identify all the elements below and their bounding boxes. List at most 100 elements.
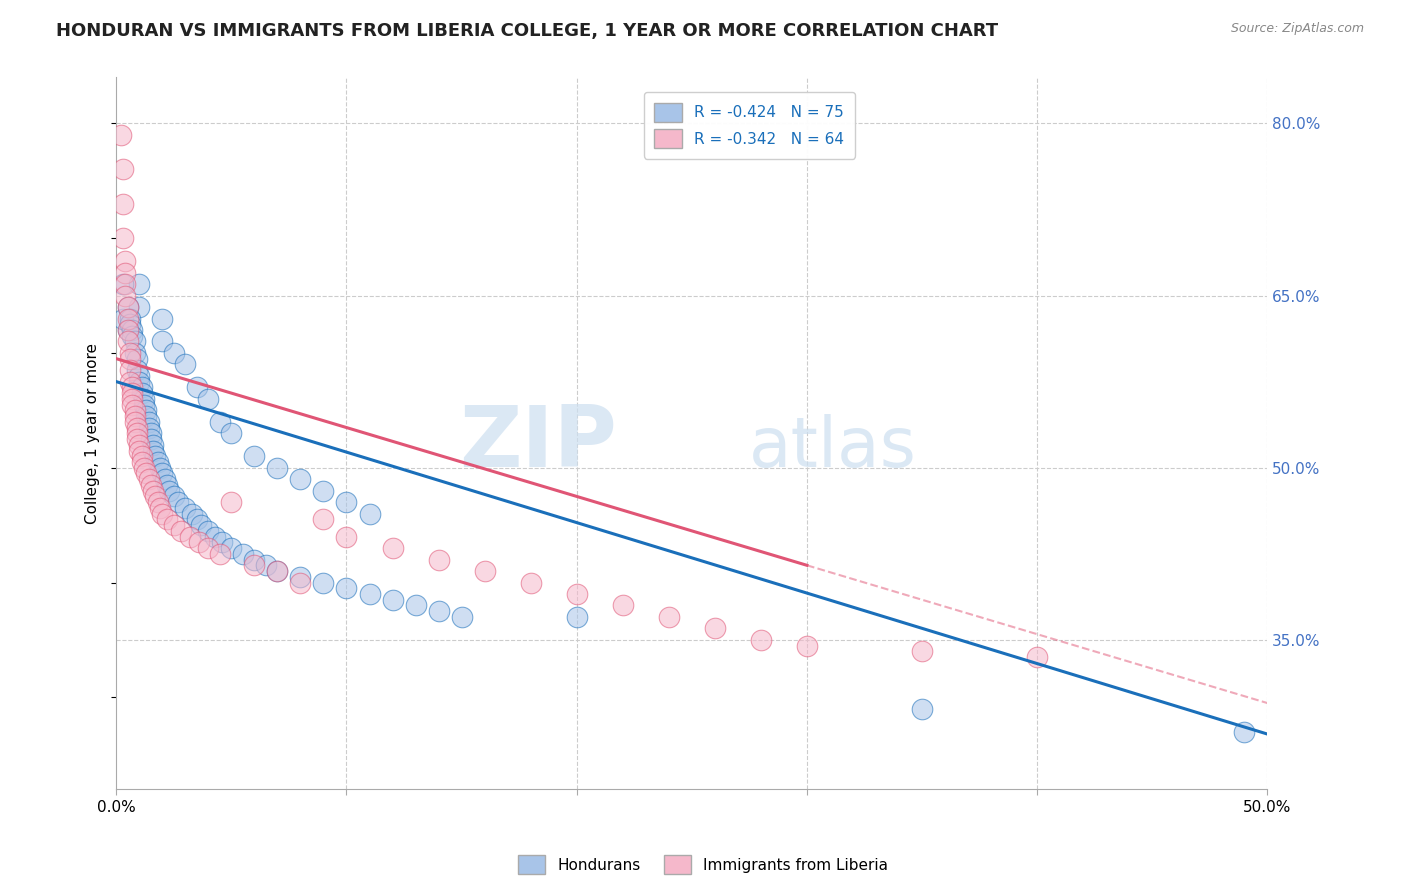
Point bbox=[221, 541, 243, 555]
Point bbox=[121, 392, 143, 406]
Point bbox=[128, 375, 150, 389]
Point bbox=[156, 478, 179, 492]
Point bbox=[150, 311, 173, 326]
Point bbox=[221, 426, 243, 441]
Point bbox=[335, 495, 357, 509]
Point bbox=[139, 426, 162, 441]
Point bbox=[266, 460, 288, 475]
Point bbox=[124, 346, 146, 360]
Point bbox=[312, 483, 335, 498]
Point bbox=[135, 403, 157, 417]
Point bbox=[911, 644, 934, 658]
Point bbox=[112, 277, 135, 291]
Point bbox=[290, 575, 312, 590]
Point bbox=[266, 564, 288, 578]
Point bbox=[117, 300, 139, 314]
Point bbox=[181, 507, 204, 521]
Point bbox=[208, 547, 231, 561]
Point bbox=[120, 346, 142, 360]
Point bbox=[211, 535, 233, 549]
Point bbox=[128, 443, 150, 458]
Point bbox=[138, 420, 160, 434]
Point bbox=[749, 632, 772, 647]
Point bbox=[290, 472, 312, 486]
Point bbox=[232, 547, 254, 561]
Point bbox=[174, 500, 197, 515]
Point bbox=[117, 300, 139, 314]
Point bbox=[120, 363, 142, 377]
Point bbox=[132, 398, 155, 412]
Point bbox=[1233, 724, 1256, 739]
Point bbox=[125, 432, 148, 446]
Point bbox=[132, 460, 155, 475]
Point bbox=[121, 323, 143, 337]
Point bbox=[150, 334, 173, 349]
Point bbox=[565, 587, 588, 601]
Point bbox=[312, 575, 335, 590]
Point bbox=[405, 599, 427, 613]
Point bbox=[312, 512, 335, 526]
Y-axis label: College, 1 year or more: College, 1 year or more bbox=[86, 343, 100, 524]
Point bbox=[117, 323, 139, 337]
Legend: R = -0.424   N = 75, R = -0.342   N = 64: R = -0.424 N = 75, R = -0.342 N = 64 bbox=[644, 92, 855, 159]
Point bbox=[128, 438, 150, 452]
Point bbox=[146, 455, 169, 469]
Point bbox=[135, 467, 157, 481]
Point bbox=[145, 490, 167, 504]
Point bbox=[703, 622, 725, 636]
Point bbox=[121, 398, 143, 412]
Point bbox=[658, 610, 681, 624]
Point bbox=[138, 472, 160, 486]
Point bbox=[474, 564, 496, 578]
Point bbox=[125, 351, 148, 366]
Point bbox=[114, 266, 136, 280]
Point bbox=[125, 420, 148, 434]
Point bbox=[450, 610, 472, 624]
Text: ZIP: ZIP bbox=[460, 402, 617, 485]
Point bbox=[128, 300, 150, 314]
Legend: Hondurans, Immigrants from Liberia: Hondurans, Immigrants from Liberia bbox=[512, 849, 894, 880]
Point bbox=[150, 507, 173, 521]
Point bbox=[142, 483, 165, 498]
Point bbox=[911, 702, 934, 716]
Text: HONDURAN VS IMMIGRANTS FROM LIBERIA COLLEGE, 1 YEAR OR MORE CORRELATION CHART: HONDURAN VS IMMIGRANTS FROM LIBERIA COLL… bbox=[56, 22, 998, 40]
Point bbox=[190, 518, 212, 533]
Point bbox=[1026, 650, 1049, 665]
Point bbox=[124, 403, 146, 417]
Point bbox=[157, 483, 180, 498]
Point bbox=[197, 541, 219, 555]
Point bbox=[243, 558, 266, 573]
Point bbox=[612, 599, 634, 613]
Point bbox=[110, 128, 132, 142]
Point bbox=[117, 323, 139, 337]
Point bbox=[131, 455, 153, 469]
Point bbox=[114, 254, 136, 268]
Point bbox=[519, 575, 541, 590]
Point bbox=[114, 277, 136, 291]
Point bbox=[156, 512, 179, 526]
Point bbox=[359, 507, 381, 521]
Point bbox=[142, 443, 165, 458]
Point bbox=[128, 368, 150, 383]
Point bbox=[120, 375, 142, 389]
Point bbox=[197, 392, 219, 406]
Point bbox=[153, 472, 176, 486]
Point bbox=[335, 581, 357, 595]
Point bbox=[163, 490, 186, 504]
Point bbox=[142, 438, 165, 452]
Point bbox=[131, 449, 153, 463]
Point bbox=[114, 288, 136, 302]
Point bbox=[138, 415, 160, 429]
Point bbox=[139, 432, 162, 446]
Text: atlas: atlas bbox=[749, 414, 917, 481]
Point bbox=[188, 535, 211, 549]
Point bbox=[150, 467, 173, 481]
Point bbox=[125, 363, 148, 377]
Point bbox=[112, 311, 135, 326]
Point bbox=[427, 604, 450, 618]
Point bbox=[149, 500, 172, 515]
Point bbox=[381, 592, 404, 607]
Point bbox=[145, 449, 167, 463]
Point bbox=[131, 386, 153, 401]
Point bbox=[381, 541, 404, 555]
